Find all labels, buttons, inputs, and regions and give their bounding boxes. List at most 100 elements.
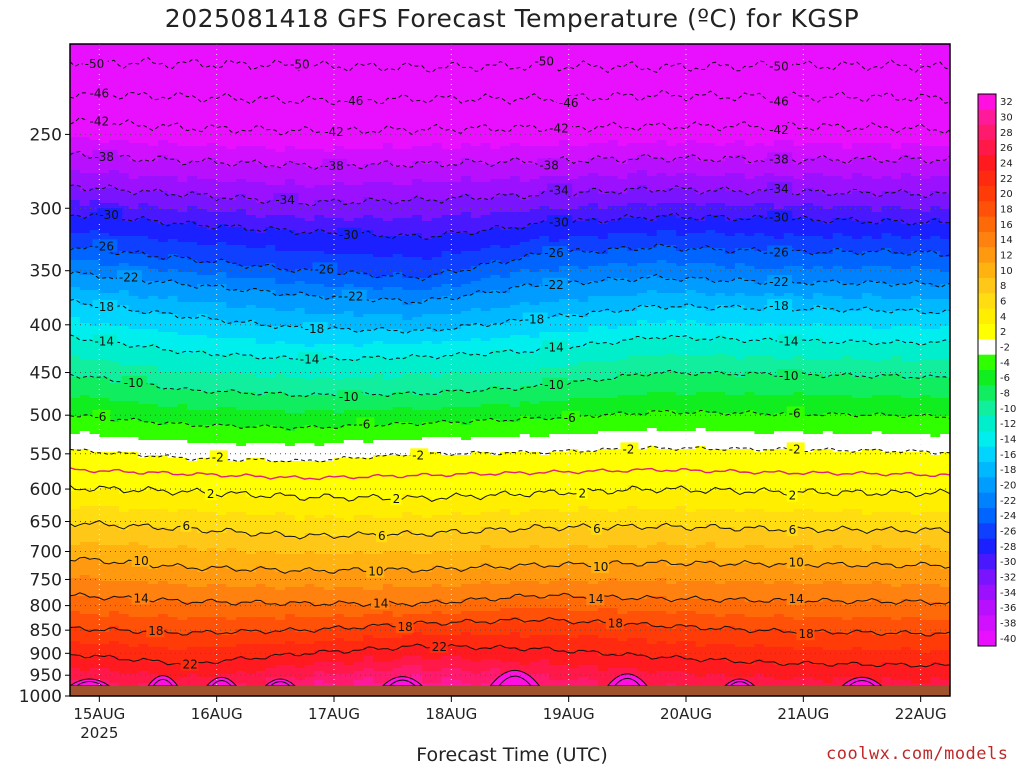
colorbar-label: -20 (1000, 481, 1016, 492)
isotherm-label: 10 (368, 565, 383, 579)
colorbar-swatch (978, 155, 996, 172)
colorbar-label: 26 (1000, 143, 1013, 154)
isotherm-label: -42 (769, 123, 789, 137)
colorbar-label: -4 (1000, 358, 1010, 369)
isotherm-label: -38 (769, 152, 789, 166)
isotherm-label: -34 (275, 193, 295, 207)
isotherm-label: -10 (339, 390, 359, 404)
isotherm-22 (70, 643, 950, 668)
isotherm-label: -34 (769, 182, 789, 196)
colorbar-label: -34 (1000, 588, 1016, 599)
x-axis-label: Forecast Time (UTC) (416, 744, 608, 766)
x-tick-label: 15AUG (73, 705, 125, 723)
isotherm-label: -14 (779, 335, 799, 349)
x-tick-label: 20AUG (660, 705, 712, 723)
colorbar-swatch (978, 400, 996, 417)
isotherm-label: 18 (148, 624, 163, 638)
isotherm-label: -18 (525, 312, 545, 326)
isotherm-contours (70, 56, 950, 668)
colorbar-label: -40 (1000, 634, 1016, 645)
isotherm-label: -22 (119, 270, 139, 284)
isotherm--42 (70, 116, 950, 136)
isotherm-label: -30 (549, 215, 569, 229)
colorbar-label: 30 (1000, 113, 1013, 124)
isotherm-label: -50 (534, 55, 554, 69)
colorbar-swatch (978, 370, 996, 386)
chart-title: 2025081418 GFS Forecast Temperature (ºC)… (164, 4, 860, 33)
isotherm--18 (70, 298, 950, 334)
isotherm-label: -30 (99, 208, 119, 222)
isotherm--38 (70, 150, 950, 171)
colorbar-label: -6 (1000, 373, 1010, 384)
isotherm-label: -2 (412, 448, 424, 462)
isotherm-label: 18 (398, 620, 413, 634)
below-ground (70, 685, 950, 696)
colorbar-swatch (978, 615, 996, 632)
colorbar-swatch (978, 354, 996, 371)
colorbar-swatch (978, 462, 996, 478)
isotherm-label: -46 (769, 94, 789, 108)
colorbar-label: 6 (1000, 297, 1006, 308)
y-tick-label: 250 (30, 125, 62, 145)
colorbar-label: -38 (1000, 619, 1016, 630)
isotherm-label: -50 (769, 60, 789, 74)
isotherm-label: -46 (90, 87, 110, 101)
colorbar-swatch (978, 278, 996, 294)
colorbar-swatch (978, 109, 996, 126)
x-tick-label: 21AUG (777, 705, 829, 723)
isotherm-2 (70, 484, 950, 502)
colorbar-label: -26 (1000, 527, 1016, 538)
isotherm-label: 6 (593, 522, 601, 536)
isotherm-label: -2 (622, 442, 634, 456)
colorbar-swatch (978, 324, 996, 340)
colorbar: 32 30 28 26 24 22 20 18 16 14 12 10 8 6 4 2 -2 -4 -6 -8 -10 -… (977, 93, 1016, 647)
surface-warm-cells (70, 670, 883, 687)
colorbar-swatch (978, 201, 996, 218)
isotherm-label: -38 (94, 150, 114, 164)
y-tick-label: 900 (30, 644, 62, 664)
isotherm-label: 22 (182, 658, 197, 672)
isotherm--34 (70, 184, 950, 207)
isotherm-label: 22 (432, 640, 447, 654)
isotherm-label: -2 (212, 450, 224, 464)
isotherm-label: -38 (539, 158, 559, 172)
isotherm--14 (70, 334, 950, 363)
isotherm-label: -26 (769, 245, 789, 259)
colorbar-swatch (978, 247, 996, 264)
colorbar-label: -12 (1000, 419, 1016, 430)
isotherm-label: -22 (769, 275, 789, 289)
x-tick-sublabel: 2025 (80, 724, 118, 742)
isotherm-label: -18 (769, 299, 789, 313)
isotherm-label: -10 (124, 376, 144, 390)
colorbar-label: 12 (1000, 251, 1013, 262)
colorbar-swatch (978, 477, 996, 494)
isotherm-label: 2 (578, 486, 586, 500)
isotherm--22 (70, 270, 950, 305)
colorbar-label: 24 (1000, 159, 1013, 170)
colorbar-swatch (978, 508, 996, 524)
y-tick-label: 350 (30, 262, 62, 282)
isotherm-label: -18 (94, 300, 114, 314)
isotherm-label: 18 (608, 616, 623, 630)
isotherm--26 (70, 243, 950, 282)
colorbar-swatch (978, 630, 996, 647)
colorbar-label: -32 (1000, 573, 1016, 584)
colorbar-swatch (978, 216, 996, 233)
isotherm-label: -50 (85, 57, 105, 71)
isotherm--50 (70, 56, 950, 74)
colorbar-swatch (978, 416, 996, 432)
y-tick-label: 650 (30, 512, 62, 532)
grid-lines (70, 44, 950, 696)
y-tick-label: 950 (30, 666, 62, 686)
colorbar-swatch (978, 339, 996, 356)
isotherm-label: -34 (549, 183, 569, 197)
isotherm-label: -30 (769, 211, 789, 225)
isotherm-label: -46 (559, 96, 579, 110)
isotherm-label: -22 (544, 278, 564, 292)
isotherm-label: -38 (324, 159, 344, 173)
isotherm-6 (70, 520, 950, 540)
colorbar-label: 16 (1000, 220, 1013, 231)
credit-link[interactable]: coolwx.com/models (826, 744, 1009, 764)
colorbar-label: -10 (1000, 404, 1016, 415)
